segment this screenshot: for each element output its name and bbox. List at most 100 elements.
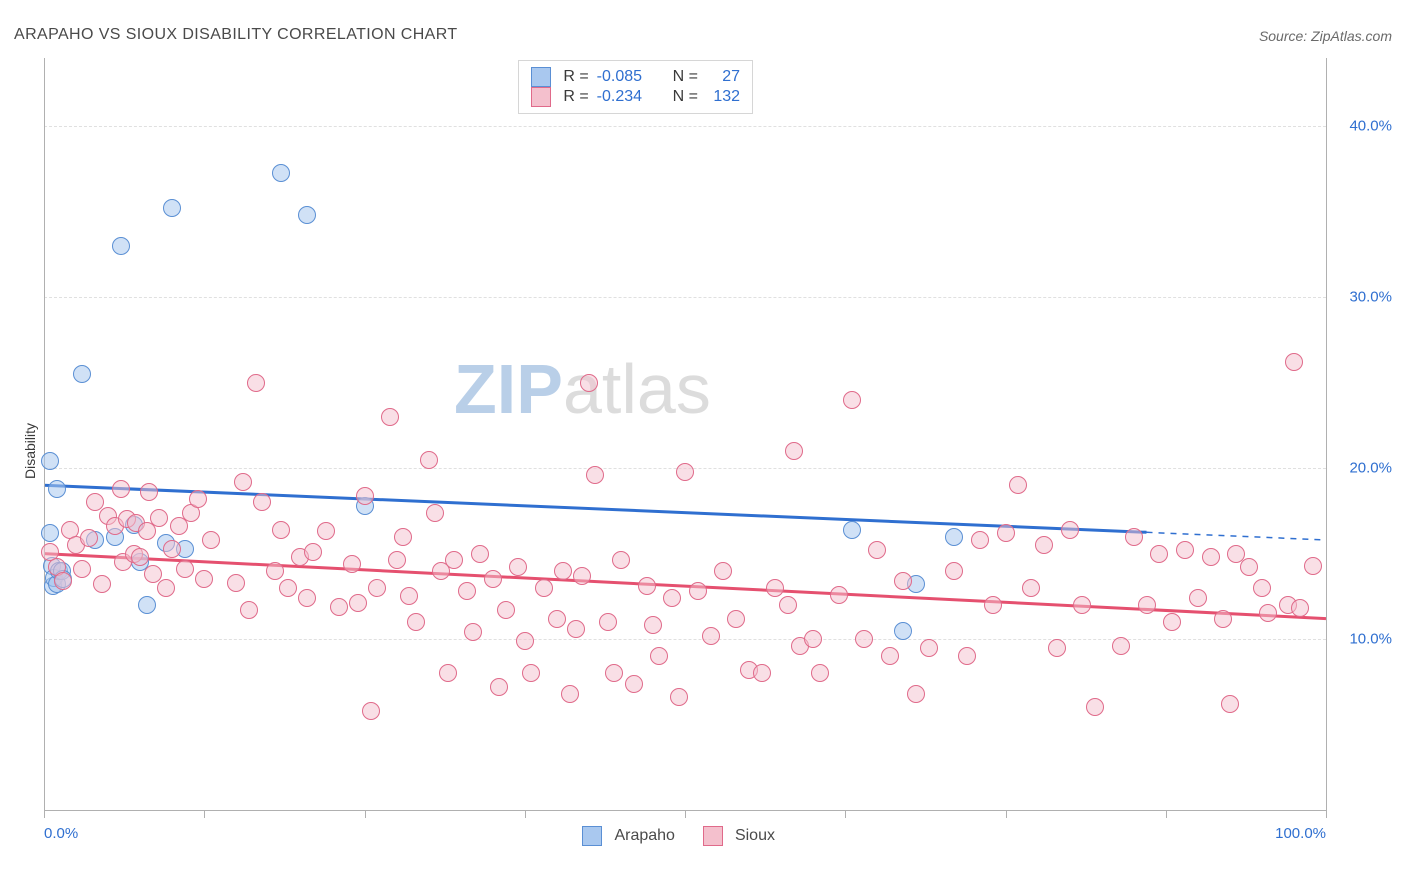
data-point-sioux: [464, 623, 482, 641]
legend-r-label: R =: [563, 88, 588, 106]
x-tick-label: 0.0%: [44, 825, 78, 842]
data-point-sioux: [650, 647, 668, 665]
data-point-sioux: [811, 664, 829, 682]
data-point-arapaho: [41, 524, 59, 542]
legend-n-value: 132: [706, 88, 740, 106]
data-point-sioux: [240, 601, 258, 619]
legend-item: Arapaho: [582, 826, 675, 846]
grid-line: [44, 297, 1326, 298]
plot-area: ZIPatlas Disability R =-0.085N =27R =-0.…: [44, 58, 1326, 810]
data-point-sioux: [150, 509, 168, 527]
data-point-sioux: [266, 562, 284, 580]
data-point-sioux: [304, 543, 322, 561]
data-point-sioux: [554, 562, 572, 580]
data-point-sioux: [984, 596, 1002, 614]
data-point-sioux: [1138, 596, 1156, 614]
data-point-arapaho: [945, 528, 963, 546]
x-tick: [525, 810, 526, 818]
data-point-sioux: [1125, 528, 1143, 546]
data-point-sioux: [1285, 353, 1303, 371]
data-point-sioux: [1214, 610, 1232, 628]
data-point-sioux: [1189, 589, 1207, 607]
data-point-sioux: [1259, 604, 1277, 622]
data-point-sioux: [580, 374, 598, 392]
chart-title: ARAPAHO VS SIOUX DISABILITY CORRELATION …: [14, 26, 458, 44]
data-point-arapaho: [48, 480, 66, 498]
data-point-sioux: [439, 664, 457, 682]
data-point-sioux: [689, 582, 707, 600]
data-point-sioux: [298, 589, 316, 607]
data-point-sioux: [1112, 637, 1130, 655]
data-point-sioux: [868, 541, 886, 559]
data-point-sioux: [753, 664, 771, 682]
data-point-sioux: [1304, 557, 1322, 575]
data-point-sioux: [138, 522, 156, 540]
data-point-sioux: [1086, 698, 1104, 716]
data-point-sioux: [676, 463, 694, 481]
x-tick-label: 100.0%: [1275, 825, 1326, 842]
data-point-sioux: [727, 610, 745, 628]
data-point-sioux: [490, 678, 508, 696]
x-tick: [1006, 810, 1007, 818]
data-point-sioux: [80, 529, 98, 547]
legend-swatch: [531, 67, 551, 87]
legend-series: Arapaho Sioux: [582, 826, 775, 846]
data-point-sioux: [1202, 548, 1220, 566]
data-point-arapaho: [843, 521, 861, 539]
data-point-sioux: [830, 586, 848, 604]
x-tick: [44, 810, 45, 818]
y-tick-label: 10.0%: [1349, 631, 1392, 648]
data-point-sioux: [131, 548, 149, 566]
legend-row: R =-0.234N =132: [531, 87, 740, 107]
data-point-sioux: [426, 504, 444, 522]
data-point-sioux: [958, 647, 976, 665]
data-point-sioux: [945, 562, 963, 580]
data-point-sioux: [54, 572, 72, 590]
data-point-sioux: [202, 531, 220, 549]
data-point-sioux: [471, 545, 489, 563]
data-point-sioux: [157, 579, 175, 597]
data-point-sioux: [612, 551, 630, 569]
data-point-sioux: [548, 610, 566, 628]
data-point-sioux: [804, 630, 822, 648]
data-point-sioux: [247, 374, 265, 392]
data-point-sioux: [509, 558, 527, 576]
data-point-sioux: [702, 627, 720, 645]
data-point-sioux: [766, 579, 784, 597]
data-point-sioux: [1240, 558, 1258, 576]
data-point-sioux: [1035, 536, 1053, 554]
data-point-sioux: [714, 562, 732, 580]
x-tick: [1166, 810, 1167, 818]
y-tick-label: 30.0%: [1349, 289, 1392, 306]
data-point-sioux: [663, 589, 681, 607]
data-point-sioux: [381, 408, 399, 426]
legend-item: Sioux: [703, 826, 775, 846]
data-point-sioux: [561, 685, 579, 703]
data-point-sioux: [855, 630, 873, 648]
data-point-sioux: [522, 664, 540, 682]
data-point-sioux: [638, 577, 656, 595]
data-point-sioux: [195, 570, 213, 588]
data-point-arapaho: [41, 452, 59, 470]
legend-n-label: N =: [673, 68, 698, 86]
data-point-sioux: [1073, 596, 1091, 614]
x-tick: [204, 810, 205, 818]
data-point-arapaho: [73, 365, 91, 383]
legend-label: Sioux: [735, 827, 775, 845]
legend-r-value: -0.234: [597, 88, 657, 106]
data-point-sioux: [93, 575, 111, 593]
data-point-sioux: [279, 579, 297, 597]
legend-n-value: 27: [706, 68, 740, 86]
y-axis-right: [1326, 58, 1327, 810]
data-point-sioux: [644, 616, 662, 634]
data-point-sioux: [567, 620, 585, 638]
y-tick-label: 40.0%: [1349, 118, 1392, 135]
data-point-sioux: [1061, 521, 1079, 539]
x-tick: [685, 810, 686, 818]
data-point-sioux: [394, 528, 412, 546]
data-point-sioux: [573, 567, 591, 585]
grid-line: [44, 126, 1326, 127]
data-point-arapaho: [163, 199, 181, 217]
source-label: Source: ZipAtlas.com: [1259, 28, 1392, 44]
y-axis-label: Disability: [22, 423, 38, 479]
